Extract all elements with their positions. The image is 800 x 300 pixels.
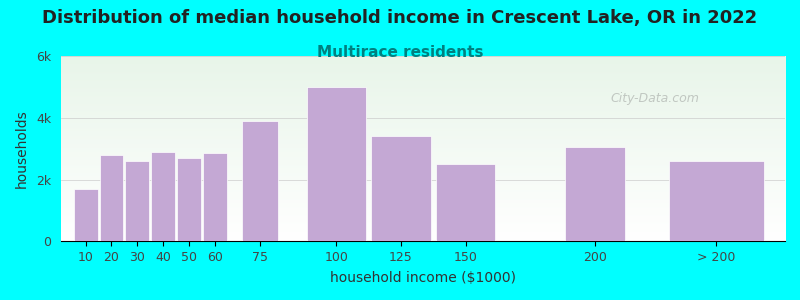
Bar <box>99 155 123 241</box>
Text: Multirace residents: Multirace residents <box>317 45 483 60</box>
Bar <box>242 121 278 241</box>
Text: Distribution of median household income in Crescent Lake, OR in 2022: Distribution of median household income … <box>42 9 758 27</box>
Y-axis label: households: households <box>15 109 29 188</box>
Bar <box>126 161 150 241</box>
Bar <box>371 136 430 241</box>
Text: City-Data.com: City-Data.com <box>610 92 699 105</box>
X-axis label: household income ($1000): household income ($1000) <box>330 271 516 285</box>
Bar <box>151 152 175 241</box>
Bar <box>177 158 201 241</box>
Bar <box>203 153 227 241</box>
Bar <box>74 189 98 241</box>
Bar <box>436 164 495 241</box>
Bar <box>669 161 764 241</box>
Bar <box>306 87 366 241</box>
Bar <box>565 147 625 241</box>
